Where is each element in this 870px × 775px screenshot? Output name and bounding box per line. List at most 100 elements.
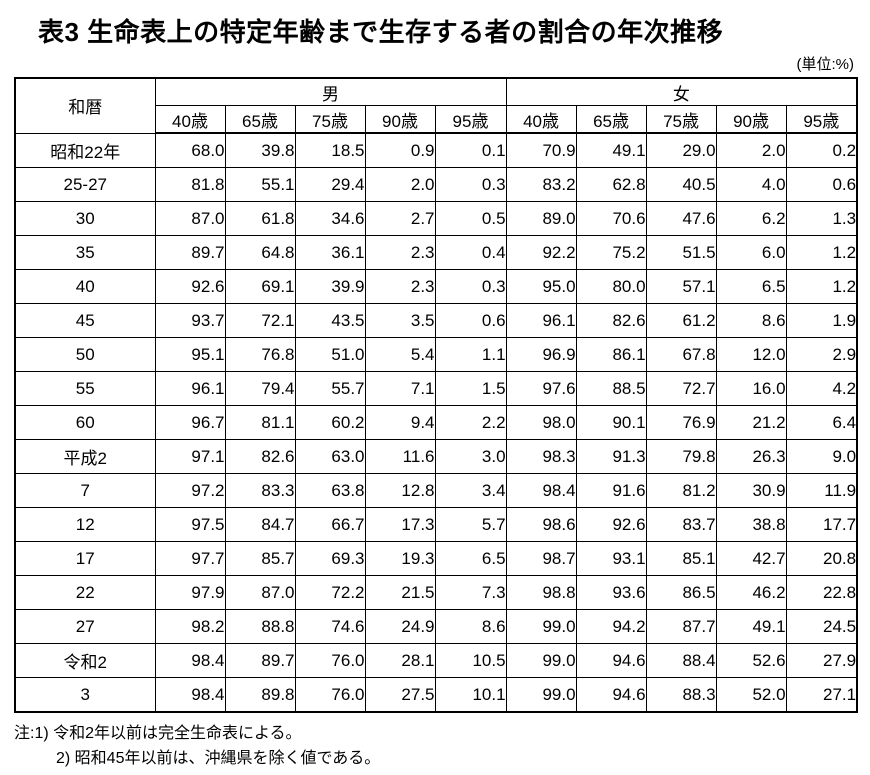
era-column-header: 和暦: [14, 77, 156, 134]
value-cell: 94.2: [575, 609, 647, 644]
value-cell: 72.7: [645, 371, 717, 406]
table-row: 55 96.1 79.4 55.7 7.1 1.5 97.6 88.5 72.7 16.0 4.2: [14, 371, 858, 406]
table-row: 27 98.2 88.8 74.6 24.9 8.6 99.0 94.2 87.7 49.1 24.…: [14, 609, 858, 644]
value-cell: 10.5: [434, 643, 507, 678]
value-cell: 0.2: [785, 132, 858, 168]
value-cell: 22.8: [785, 575, 858, 610]
age-header: 40歳: [505, 105, 577, 134]
era-cell: 昭和22年: [14, 132, 156, 168]
value-cell: 0.3: [434, 269, 507, 304]
value-cell: 52.0: [715, 677, 787, 713]
value-cell: 97.2: [154, 473, 226, 508]
note-line: 2) 昭和45年以前は、沖縄県を除く値である。: [56, 749, 381, 767]
value-cell: 26.3: [715, 439, 787, 474]
age-header-row: 40歳 65歳 75歳 90歳 95歳 40歳 65歳 75歳 90歳 95歳: [15, 105, 858, 134]
value-cell: 9.0: [785, 439, 858, 474]
value-cell: 97.6: [505, 371, 577, 406]
value-cell: 92.6: [575, 507, 647, 542]
value-cell: 97.7: [154, 541, 226, 576]
value-cell: 83.7: [645, 507, 717, 542]
group-header-row: 和暦 男 女: [14, 77, 858, 134]
age-header: 40歳: [154, 105, 226, 134]
value-cell: 61.8: [224, 201, 296, 236]
value-cell: 93.7: [154, 303, 226, 338]
value-cell: 98.3: [505, 439, 577, 474]
value-cell: 63.0: [294, 439, 366, 474]
era-cell: 17: [14, 541, 156, 576]
value-cell: 2.2: [434, 405, 507, 440]
value-cell: 1.1: [434, 337, 507, 372]
value-cell: 89.8: [224, 677, 296, 713]
value-cell: 97.1: [154, 439, 226, 474]
value-cell: 98.8: [505, 575, 577, 610]
value-cell: 18.5: [294, 132, 366, 168]
value-cell: 7.3: [434, 575, 507, 610]
value-cell: 11.9: [785, 473, 858, 508]
table-row: 昭和22年 68.0 39.8 18.5 0.9 0.1 70.9 49.1 29.0 2.0 0.…: [14, 132, 858, 168]
value-cell: 38.8: [715, 507, 787, 542]
value-cell: 81.2: [645, 473, 717, 508]
value-cell: 29.0: [645, 132, 717, 168]
value-cell: 76.0: [294, 643, 366, 678]
value-cell: 3.4: [434, 473, 507, 508]
value-cell: 1.2: [785, 269, 858, 304]
value-cell: 17.7: [785, 507, 858, 542]
era-cell: 22: [14, 575, 156, 610]
value-cell: 47.6: [645, 201, 717, 236]
value-cell: 8.6: [434, 609, 507, 644]
value-cell: 20.8: [785, 541, 858, 576]
value-cell: 81.1: [224, 405, 296, 440]
unit-label: (単位:%): [796, 56, 855, 73]
value-cell: 96.9: [505, 337, 577, 372]
value-cell: 2.0: [364, 167, 436, 202]
value-cell: 61.2: [645, 303, 717, 338]
value-cell: 98.6: [505, 507, 577, 542]
value-cell: 99.0: [505, 677, 577, 713]
table-row: 12 97.5 84.7 66.7 17.3 5.7 98.6 92.6 83.7 38.8 17.…: [14, 507, 858, 542]
table-row: 35 89.7 64.8 36.1 2.3 0.4 92.2 75.2 51.5 6.0 1.2: [14, 235, 858, 270]
value-cell: 93.6: [575, 575, 647, 610]
value-cell: 70.6: [575, 201, 647, 236]
value-cell: 98.0: [505, 405, 577, 440]
table-row: 令和2 98.4 89.7 76.0 28.1 10.5 99.0 94.6 88.4 52.6 2…: [14, 643, 858, 678]
value-cell: 0.1: [434, 132, 507, 168]
value-cell: 17.3: [364, 507, 436, 542]
value-cell: 0.6: [785, 167, 858, 202]
value-cell: 12.0: [715, 337, 787, 372]
value-cell: 27.9: [785, 643, 858, 678]
value-cell: 85.7: [224, 541, 296, 576]
era-cell: 3: [14, 677, 156, 713]
value-cell: 81.8: [154, 167, 226, 202]
value-cell: 89.0: [505, 201, 577, 236]
value-cell: 98.4: [154, 677, 226, 713]
table-row: 60 96.7 81.1 60.2 9.4 2.2 98.0 90.1 76.9 21.2 6.4: [14, 405, 858, 440]
value-cell: 86.1: [575, 337, 647, 372]
value-cell: 95.1: [154, 337, 226, 372]
value-cell: 92.6: [154, 269, 226, 304]
age-header: 95歳: [785, 105, 858, 134]
value-cell: 97.9: [154, 575, 226, 610]
value-cell: 98.7: [505, 541, 577, 576]
value-cell: 88.5: [575, 371, 647, 406]
value-cell: 98.4: [505, 473, 577, 508]
value-cell: 2.3: [364, 235, 436, 270]
value-cell: 19.3: [364, 541, 436, 576]
male-group-header: 男: [154, 77, 507, 106]
value-cell: 6.2: [715, 201, 787, 236]
value-cell: 0.3: [434, 167, 507, 202]
value-cell: 76.8: [224, 337, 296, 372]
value-cell: 39.8: [224, 132, 296, 168]
table-row: 7 97.2 83.3 63.8 12.8 3.4 98.4 91.6 81.2 30.9 11.9: [14, 473, 858, 508]
value-cell: 24.9: [364, 609, 436, 644]
value-cell: 24.5: [785, 609, 858, 644]
value-cell: 98.4: [154, 643, 226, 678]
age-header: 75歳: [294, 105, 366, 134]
table-row: 平成2 97.1 82.6 63.0 11.6 3.0 98.3 91.3 79.8 26.3 9.…: [14, 439, 858, 474]
value-cell: 87.7: [645, 609, 717, 644]
value-cell: 75.2: [575, 235, 647, 270]
value-cell: 96.1: [154, 371, 226, 406]
age-header: 65歳: [575, 105, 647, 134]
value-cell: 2.3: [364, 269, 436, 304]
value-cell: 6.5: [715, 269, 787, 304]
value-cell: 3.0: [434, 439, 507, 474]
